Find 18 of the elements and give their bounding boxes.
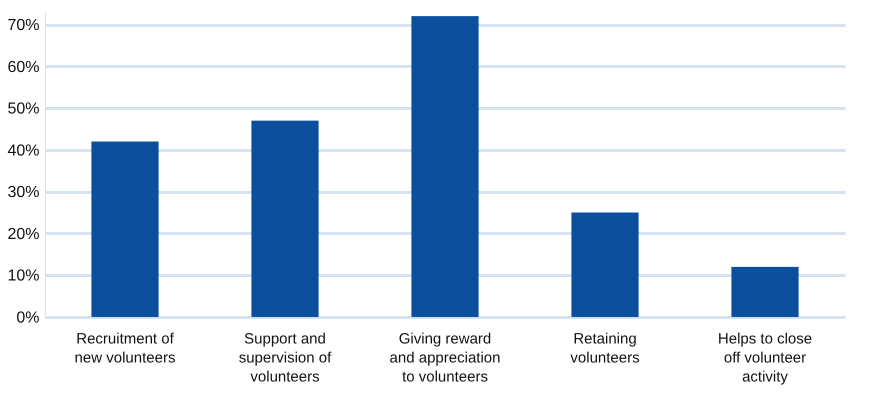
y-tick-label: 40% — [7, 142, 40, 160]
y-tick-label: 20% — [7, 226, 40, 243]
bar — [411, 16, 479, 317]
y-tick-label: 70% — [7, 17, 40, 34]
y-tick-label: 30% — [7, 184, 40, 202]
bar — [251, 120, 319, 317]
bar — [571, 212, 639, 317]
x-tick-label: Recruitment of new volunteers — [74, 330, 176, 366]
x-tick-label: Retaining volunteers — [570, 330, 640, 366]
x-tick-label: Giving reward and appreciation to volunteers — [390, 330, 500, 386]
y-tick-label: 10% — [7, 268, 40, 285]
x-tick-label: Helps to close off volunteer activity — [718, 330, 812, 386]
y-tick-label: 0% — [16, 310, 40, 326]
bar — [91, 142, 159, 317]
x-tick-label: Support and supervision of volunteers — [238, 330, 332, 386]
y-tick-label: 50% — [7, 100, 40, 118]
bar — [731, 266, 799, 317]
y-tick-label: 60% — [7, 58, 40, 76]
